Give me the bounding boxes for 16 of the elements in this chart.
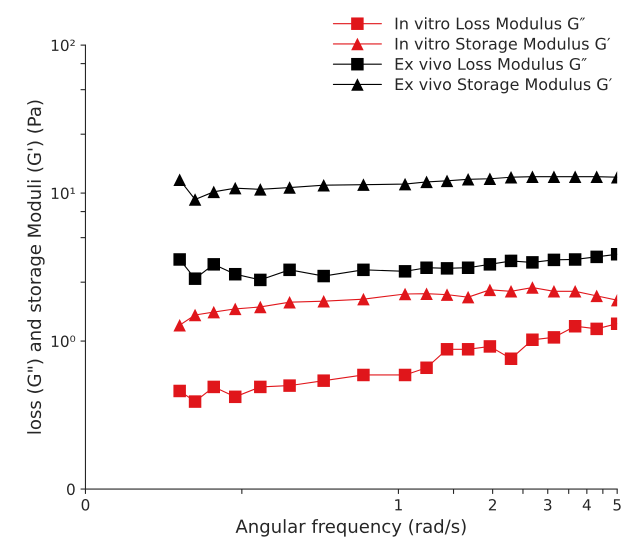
y-tick-label: 10⁰ [52,336,76,348]
y-tick-label: 10² [52,40,75,52]
x-tick-label: 3 [544,499,552,511]
legend-label: Ex vivo Loss Modulus G″ [396,58,587,70]
x-axis-title: Angular frequency (rad/s) [236,519,466,537]
y-tick-label: 10¹ [52,188,75,200]
legend-label: In vitro Loss Modulus G″ [396,17,586,30]
x-tick-label: 1 [395,499,402,510]
x-tick-label: 0 [82,499,90,511]
x-tick-label: 5 [613,499,621,511]
y-axis-title: loss (G") and storage Moduli (G') (Pa) [27,100,45,434]
legend-label: Ex vivo Storage Modulus G′ [396,78,612,94]
y-tick-label: 0 [67,484,75,496]
legend-label: In vitro Storage Modulus G′ [396,37,610,53]
x-tick-label: 4 [582,499,591,510]
x-tick-label: 2 [488,499,496,510]
